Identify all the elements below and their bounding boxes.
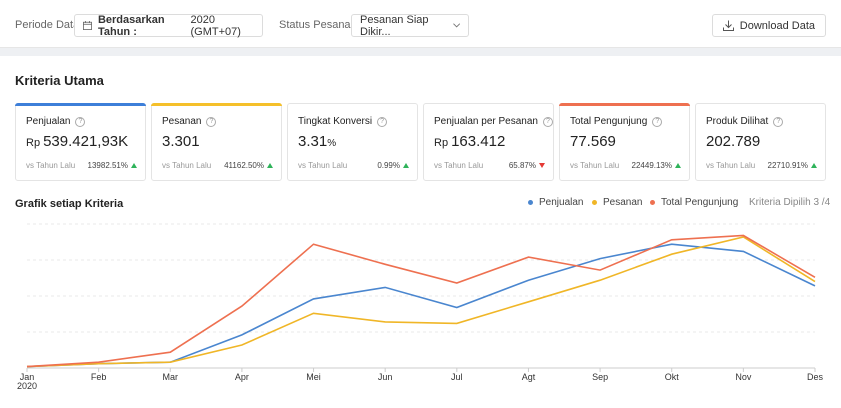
x-tick-label: Mei	[306, 372, 321, 382]
card-title: Penjualan?	[26, 116, 86, 127]
help-icon[interactable]: ?	[206, 116, 217, 127]
legend-dot	[528, 200, 533, 205]
legend-item[interactable]: Penjualan	[528, 197, 583, 208]
download-icon	[722, 20, 734, 31]
section-title: Kriteria Utama	[15, 73, 104, 88]
help-icon[interactable]: ?	[377, 116, 388, 127]
card-compare-label: vs Tahun Lalu	[570, 161, 620, 170]
period-value: 2020 (GMT+07)	[190, 13, 241, 38]
period-label: Periode Data	[15, 19, 80, 31]
year-label: 2020	[17, 381, 37, 391]
period-prefix: Berdasarkan Tahun :	[97, 13, 165, 38]
card-value-number: 163.412	[451, 133, 506, 150]
status-dropdown[interactable]: Pesanan Siap Dikir...	[351, 13, 469, 38]
help-icon[interactable]: ?	[75, 116, 86, 127]
metric-card[interactable]: Tingkat Konversi? 3.31% vs Tahun Lalu 0.99%	[287, 103, 418, 181]
download-data-button[interactable]: Download Data	[711, 14, 826, 37]
calendar-icon	[83, 21, 92, 30]
card-compare-label: vs Tahun Lalu	[26, 161, 76, 170]
chevron-down-icon	[452, 23, 460, 28]
help-icon[interactable]: ?	[652, 116, 663, 127]
legend-item[interactable]: Pesanan	[592, 197, 642, 208]
card-accent-bar	[559, 103, 690, 106]
help-icon[interactable]: ?	[773, 116, 784, 127]
card-value-suffix: %	[327, 138, 337, 149]
card-title: Tingkat Konversi?	[298, 116, 388, 127]
card-value: 3.301	[162, 133, 200, 150]
card-value: 3.31%	[298, 133, 336, 150]
metric-card[interactable]: Produk Dilihat? 202.789 vs Tahun Lalu 22710…	[695, 103, 826, 181]
card-compare-label: vs Tahun Lalu	[298, 161, 348, 170]
card-value-prefix: Rp	[434, 137, 449, 149]
help-icon[interactable]: ?	[542, 116, 553, 127]
legend-item[interactable]: Total Pengunjung	[650, 197, 738, 208]
period-selector[interactable]: Berdasarkan Tahun : 2020 (GMT+07)	[74, 13, 263, 38]
card-compare-label: vs Tahun Lalu	[706, 161, 756, 170]
card-delta: 13982.51%	[88, 161, 137, 170]
arrow-up-icon	[811, 163, 817, 168]
arrow-up-icon	[267, 163, 273, 168]
card-title: Pesanan?	[162, 116, 217, 127]
arrow-up-icon	[675, 163, 681, 168]
series-line-1	[26, 236, 816, 368]
card-delta: 0.99%	[377, 161, 409, 170]
filter-bar: Periode Data Berdasarkan Tahun : 2020 (G…	[0, 0, 841, 48]
card-accent-bar	[15, 103, 146, 106]
x-tick-label: Jul	[451, 372, 463, 382]
card-value: 77.569	[570, 133, 616, 150]
status-label: Status Pesanan	[279, 19, 357, 31]
metric-card[interactable]: Pesanan? 3.301 vs Tahun Lalu 41162.50%	[151, 103, 282, 181]
legend-label: Total Pengunjung	[661, 197, 739, 208]
x-tick-label: Agt	[522, 372, 536, 382]
card-accent-bar	[151, 103, 282, 106]
x-tick-label: Nov	[735, 372, 752, 382]
x-tick-label: Jun	[378, 372, 393, 382]
card-value-prefix: Rp	[26, 137, 41, 149]
card-title: Produk Dilihat?	[706, 116, 784, 127]
metric-card[interactable]: Total Pengunjung? 77.569 vs Tahun Lalu 2244…	[559, 103, 690, 181]
legend-dot	[592, 200, 597, 205]
criteria-selected-info[interactable]: Kriteria Dipilih 3 /4	[749, 197, 831, 208]
series-line-0	[26, 243, 816, 368]
main-panel: Kriteria Utama Penjualan? Rp 539.421,93K vs…	[0, 56, 841, 408]
legend-dot	[650, 200, 655, 205]
x-tick-label: Jan	[20, 372, 35, 382]
download-label: Download Data	[739, 19, 815, 32]
legend-label: Penjualan	[539, 197, 584, 208]
card-compare-label: vs Tahun Lalu	[434, 161, 484, 170]
card-delta: 22710.91%	[768, 161, 817, 170]
metric-card[interactable]: Penjualan per Pesanan? Rp 163.412 vs Tahun …	[423, 103, 554, 181]
card-delta: 65.87%	[509, 161, 545, 170]
x-tick-label: Feb	[91, 372, 107, 382]
card-value-number: 539.421,93K	[43, 133, 129, 150]
arrow-down-icon	[539, 163, 545, 168]
card-value-number: 3.31	[298, 133, 328, 150]
card-value: Rp 163.412	[434, 133, 505, 150]
x-tick-label: Mar	[163, 372, 179, 382]
x-tick-label: Okt	[665, 372, 680, 382]
card-delta: 22449.13%	[632, 161, 681, 170]
line-chart: Jan Feb Mar Apr Mei Jun Jul Agt Sep Okt Nov Des 2020	[17, 223, 824, 391]
metric-card[interactable]: Penjualan? Rp 539.421,93K vs Tahun Lalu 1398…	[15, 103, 146, 181]
card-value-number: 77.569	[570, 133, 616, 150]
card-compare-label: vs Tahun Lalu	[162, 161, 212, 170]
x-tick-label: Sep	[592, 372, 608, 382]
x-tick-label: Apr	[235, 372, 249, 382]
card-value: Rp 539.421,93K	[26, 133, 128, 150]
arrow-up-icon	[403, 163, 409, 168]
arrow-up-icon	[131, 163, 137, 168]
card-delta: 41162.50%	[224, 161, 273, 170]
card-title: Total Pengunjung?	[570, 116, 663, 127]
legend-label: Pesanan	[603, 197, 643, 208]
card-value-number: 202.789	[706, 133, 761, 150]
status-value: Pesanan Siap Dikir...	[360, 13, 429, 38]
card-value: 202.789	[706, 133, 760, 150]
card-title: Penjualan per Pesanan?	[434, 116, 553, 127]
card-value-number: 3.301	[162, 133, 200, 150]
series-line-2	[26, 234, 816, 368]
x-tick-label: Des	[807, 372, 824, 382]
chart-title: Grafik setiap Kriteria	[15, 198, 124, 210]
